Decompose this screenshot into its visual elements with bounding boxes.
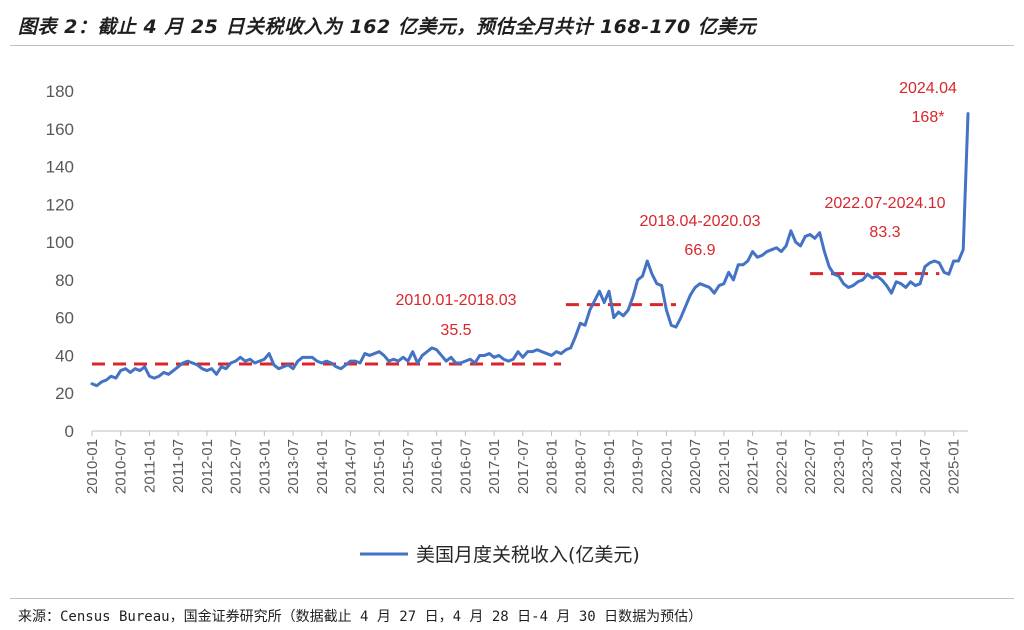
x-tick-label: 2013-01: [256, 439, 273, 494]
annotation-value: 168*: [912, 109, 945, 126]
x-tick-label: 2019-01: [601, 439, 618, 494]
x-tick-label: 2024-01: [888, 439, 905, 494]
x-tick-label: 2020-01: [658, 439, 675, 494]
annotation-period: 2018.04-2020.03: [640, 213, 761, 230]
y-tick-label: 20: [55, 384, 74, 403]
x-tick-label: 2022-01: [773, 439, 790, 494]
y-tick-label: 0: [65, 422, 74, 441]
x-tick-label: 2011-07: [170, 439, 187, 493]
x-tick-label: 2023-07: [859, 439, 876, 494]
y-tick-label: 160: [46, 120, 74, 139]
chart-title: 图表 2：截止 4 月 25 日关税收入为 162 亿美元，预估全月共计 168…: [18, 16, 757, 38]
annotation-period: 2024.04: [899, 80, 957, 97]
x-tick-label: 2015-07: [400, 439, 417, 494]
series-layer: [90, 112, 970, 388]
x-tick-label: 2014-01: [314, 439, 331, 494]
y-tick-label: 120: [46, 195, 74, 214]
x-tick-label: 2023-01: [831, 439, 848, 494]
x-tick-label: 2016-01: [429, 439, 446, 494]
x-tick-label: 2013-07: [285, 439, 302, 494]
x-tick-label: 2014-07: [342, 439, 359, 494]
y-tick-label: 80: [55, 271, 74, 290]
footer-divider: [10, 598, 1014, 599]
x-tick-label: 2021-01: [716, 439, 733, 494]
x-tick-label: 2010-07: [113, 439, 130, 494]
x-tick-label: 2017-07: [515, 439, 532, 494]
x-tick-label: 2011-01: [141, 439, 158, 493]
source-note: 来源：Census Bureau，国金证券研究所（数据截止 4 月 27 日，4…: [18, 609, 703, 625]
annotation-value: 83.3: [869, 224, 900, 241]
x-tick-label: 2012-01: [199, 439, 216, 494]
x-tick-label: 2017-01: [486, 439, 503, 494]
x-tick-label: 2021-07: [745, 439, 762, 494]
x-tick-label: 2018-07: [572, 439, 589, 494]
x-tick-label: 2010-01: [84, 439, 101, 494]
annotations: 2010.01-2018.03 35.5 2018.04-2020.03 66.9 20…: [396, 80, 958, 339]
legend-label: 美国月度关税收入(亿美元): [416, 544, 640, 566]
x-tick-label: 2025-01: [946, 439, 963, 494]
annotation-period: 2022.07-2024.10: [825, 195, 946, 212]
legend: 美国月度关税收入(亿美元): [360, 544, 640, 566]
x-tick-label: 2015-01: [371, 439, 388, 494]
x-tick-label: 2019-07: [630, 439, 647, 494]
x-tick-label: 2020-07: [687, 439, 704, 494]
y-tick-label: 180: [46, 82, 74, 101]
x-axis: 2010-01 2010-07 2011-01 2011-07 2012-01 2012-…: [84, 430, 968, 494]
annotation-value: 66.9: [684, 242, 715, 259]
y-tick-label: 40: [55, 346, 74, 365]
title-divider: [10, 45, 1014, 46]
x-tick-label: 2018-01: [544, 439, 561, 494]
y-tick-label: 60: [55, 309, 74, 328]
y-tick-label: 100: [46, 233, 74, 252]
annotation-value: 35.5: [440, 322, 471, 339]
x-tick-label: 2016-07: [457, 439, 474, 494]
x-tick-label: 2022-07: [802, 439, 819, 494]
y-axis: 0 20 40 60 80 100 120 140 160 180: [46, 82, 74, 441]
x-tick-label: 2012-07: [228, 439, 245, 494]
reference-lines: [92, 272, 940, 366]
y-tick-label: 140: [46, 158, 74, 177]
x-tick-label: 2024-07: [917, 439, 934, 494]
annotation-period: 2010.01-2018.03: [396, 292, 517, 309]
series-line: [90, 112, 970, 388]
